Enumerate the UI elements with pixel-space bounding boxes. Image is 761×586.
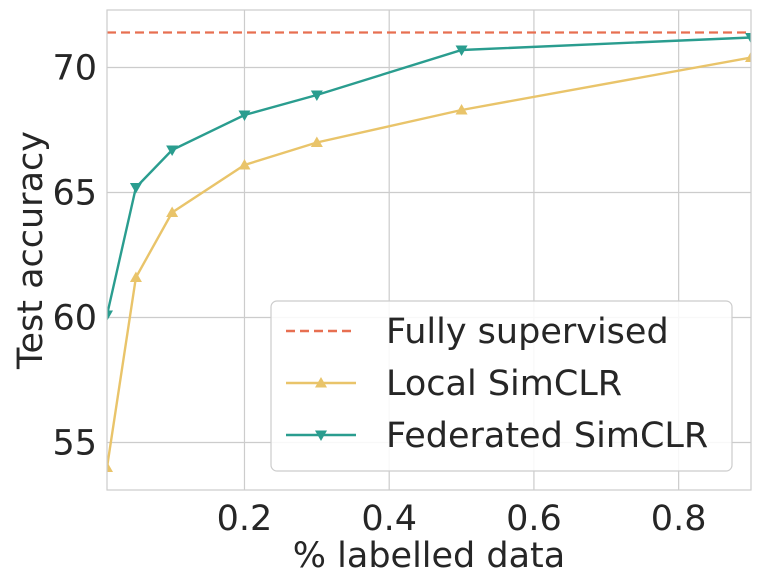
legend-marker (315, 430, 327, 441)
x-ticks: 0.2 0.4 0.6 0.8 (217, 499, 707, 539)
y-tick-label: 70 (52, 49, 97, 89)
legend-label: Federated SimCLR (386, 416, 708, 456)
y-tick-label: 65 (52, 174, 97, 214)
legend-item: Local SimCLR (286, 364, 622, 404)
data-point (129, 271, 142, 282)
legend-marker (315, 377, 327, 388)
y-axis-label: Test accuracy (11, 131, 51, 370)
data-point (129, 183, 142, 194)
x-tick-label: 0.4 (361, 499, 417, 539)
data-point (238, 110, 251, 121)
series-line (107, 36, 751, 316)
x-axis-label: % labelled data (293, 536, 565, 576)
data-point (745, 51, 751, 62)
data-point (107, 310, 113, 321)
x-tick-label: 0.6 (506, 499, 562, 539)
data-point (166, 145, 179, 156)
legend-box (270, 300, 733, 472)
series (107, 33, 751, 472)
y-ticks: 55 60 65 70 (52, 49, 97, 464)
y-tick-label: 55 (52, 424, 97, 464)
legend-label: Local SimCLR (386, 364, 622, 404)
data-point (166, 206, 179, 217)
series-local-simclr (107, 51, 751, 472)
x-tick-label: 0.2 (217, 499, 273, 539)
data-point (238, 159, 251, 170)
series-federated-simclr (107, 33, 751, 321)
legend: Fully supervised Local SimCLR Federated Si… (270, 300, 733, 472)
y-tick-label: 60 (52, 299, 97, 339)
data-point (107, 461, 113, 472)
data-point (455, 104, 468, 115)
data-point (310, 90, 323, 101)
x-tick-label: 0.8 (651, 499, 707, 539)
data-point (745, 33, 751, 44)
legend-item: Federated SimCLR (286, 416, 708, 456)
plot-frame (106, 9, 752, 491)
legend-item: Fully supervised (286, 312, 669, 352)
data-point (455, 45, 468, 56)
legend-label: Fully supervised (386, 312, 669, 352)
data-point (310, 136, 323, 147)
